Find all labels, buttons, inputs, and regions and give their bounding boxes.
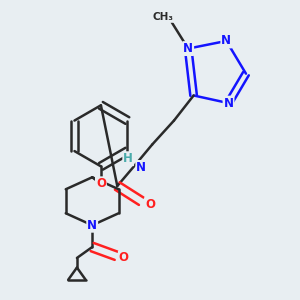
Text: CH₃: CH₃ [153,12,174,22]
Text: N: N [221,34,231,47]
Text: H: H [123,152,133,165]
Text: N: N [87,219,97,232]
Text: O: O [145,198,155,211]
Text: O: O [96,177,106,190]
Text: N: N [224,97,233,110]
Text: N: N [136,161,146,174]
Text: O: O [119,251,129,265]
Text: N: N [183,42,193,55]
